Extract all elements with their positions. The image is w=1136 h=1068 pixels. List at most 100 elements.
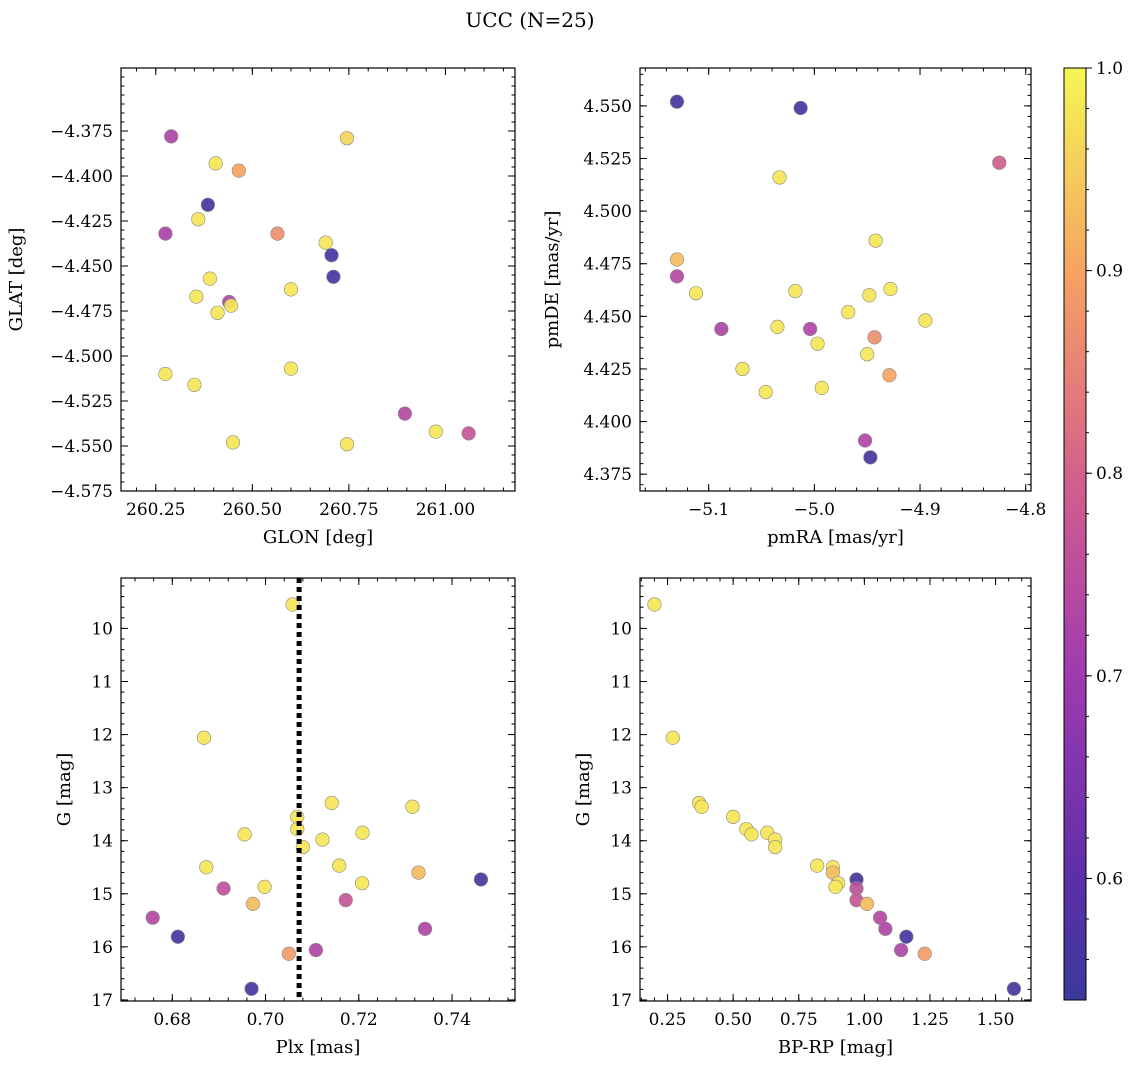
data-point <box>694 799 709 814</box>
data-point <box>1006 981 1022 996</box>
data-point <box>170 929 185 944</box>
data-point <box>428 424 443 439</box>
data-point <box>245 896 261 911</box>
y-tick-label: 4.500 <box>583 202 632 222</box>
y-tick-label: 14 <box>610 832 632 852</box>
y-tick-label: −4.575 <box>50 482 113 502</box>
data-point <box>669 252 685 267</box>
figure-title: UCC (N=25) <box>465 8 594 32</box>
data-point <box>918 313 933 328</box>
data-point <box>772 170 787 185</box>
y-tick-label: 4.475 <box>583 255 632 275</box>
data-point <box>145 910 160 925</box>
axes-frame <box>639 67 1032 492</box>
x-axis-label: pmRA [mas/yr] <box>767 527 904 548</box>
data-point <box>216 881 231 896</box>
data-point <box>665 730 680 745</box>
colorbar-tick-label: 0.6 <box>1096 869 1123 889</box>
data-point <box>878 921 893 936</box>
data-point <box>397 406 413 421</box>
data-point <box>196 730 212 745</box>
data-point <box>899 929 914 944</box>
y-tick-label: 15 <box>91 885 113 905</box>
x-tick-label: 0.72 <box>340 1010 378 1030</box>
colorbar-tick-label: 1.0 <box>1096 59 1123 79</box>
y-tick-label: 13 <box>91 779 113 799</box>
data-point <box>714 321 729 337</box>
colorbar-tick-label: 0.8 <box>1096 464 1123 484</box>
x-tick-label: 0.68 <box>153 1010 191 1030</box>
data-point <box>726 809 741 824</box>
data-point <box>285 597 300 612</box>
y-tick-label: −4.500 <box>50 347 113 367</box>
x-tick-label: 0.75 <box>780 1010 818 1030</box>
y-tick-label: 13 <box>610 779 632 799</box>
data-point <box>244 981 259 996</box>
y-axis-label: GLAT [deg] <box>6 228 27 332</box>
data-point <box>868 233 883 248</box>
colorbar-tick-label: 0.9 <box>1096 262 1123 282</box>
axes-frame <box>120 577 516 1002</box>
data-point <box>803 321 818 337</box>
data-point <box>283 282 299 297</box>
x-tick-label: 260.75 <box>319 500 378 520</box>
colorbar-gradient <box>1063 67 1087 1001</box>
x-axis-label: BP-RP [mag] <box>778 1037 893 1058</box>
data-point <box>200 197 216 212</box>
data-point <box>326 269 341 284</box>
x-tick-label: 0.74 <box>433 1010 471 1030</box>
data-point <box>270 226 285 241</box>
panel-plx-g: 0.68 0.70 0.72 0.74 10 11 12 13 14 15 16 17 Plx [mas… <box>54 577 516 1058</box>
data-point <box>863 450 878 465</box>
x-tick-label: −5.1 <box>688 500 729 520</box>
data-point <box>225 435 241 450</box>
data-point <box>857 433 873 448</box>
y-tick-label: 12 <box>91 726 113 746</box>
x-tick-label: −4.9 <box>899 500 940 520</box>
data-point <box>202 271 217 286</box>
data-point <box>191 212 206 227</box>
panel-pmra-pmde: −5.1 −5.0 −4.9 −4.8 4.375 4.400 4.425 4.450 4.47… <box>542 67 1046 548</box>
data-point <box>768 839 783 855</box>
y-tick-label: 11 <box>91 672 113 692</box>
data-point <box>164 129 179 144</box>
x-tick-label: −4.8 <box>1005 500 1046 520</box>
x-axis-label: Plx [mas] <box>276 1037 361 1058</box>
data-point <box>992 155 1007 170</box>
y-tick-label: 17 <box>91 991 113 1011</box>
y-axis-label: pmDE [mas/yr] <box>542 211 563 349</box>
data-point <box>355 825 370 840</box>
y-tick-label: 4.425 <box>583 360 632 380</box>
data-point <box>841 305 856 320</box>
data-point <box>257 879 272 894</box>
y-tick-label: −4.550 <box>50 437 113 457</box>
data-point <box>324 248 339 263</box>
data-point <box>862 288 877 303</box>
data-point <box>744 827 759 842</box>
data-point <box>318 235 333 250</box>
y-tick-label: 11 <box>610 672 632 692</box>
x-tick-label: 1.00 <box>845 1010 883 1030</box>
data-point <box>308 942 324 958</box>
data-point <box>354 876 370 891</box>
data-point <box>283 361 299 376</box>
data-point <box>473 872 489 887</box>
data-point <box>339 131 355 146</box>
y-tick-label: 4.400 <box>583 413 632 433</box>
y-tick-label: 17 <box>610 991 632 1011</box>
data-point <box>231 163 246 178</box>
data-point <box>208 156 223 171</box>
y-tick-label: 4.375 <box>583 465 632 485</box>
data-point <box>461 426 476 441</box>
data-point <box>810 858 825 873</box>
data-point <box>199 860 214 875</box>
axes-frame <box>120 67 516 492</box>
data-point <box>281 946 296 961</box>
x-tick-label: 260.25 <box>126 500 185 520</box>
data-point <box>411 865 426 880</box>
data-point <box>859 896 875 911</box>
colorbar: 0.6 0.7 0.8 0.9 1.0 <box>1063 59 1123 1001</box>
y-tick-label: 4.525 <box>583 149 632 169</box>
data-point <box>917 946 932 961</box>
